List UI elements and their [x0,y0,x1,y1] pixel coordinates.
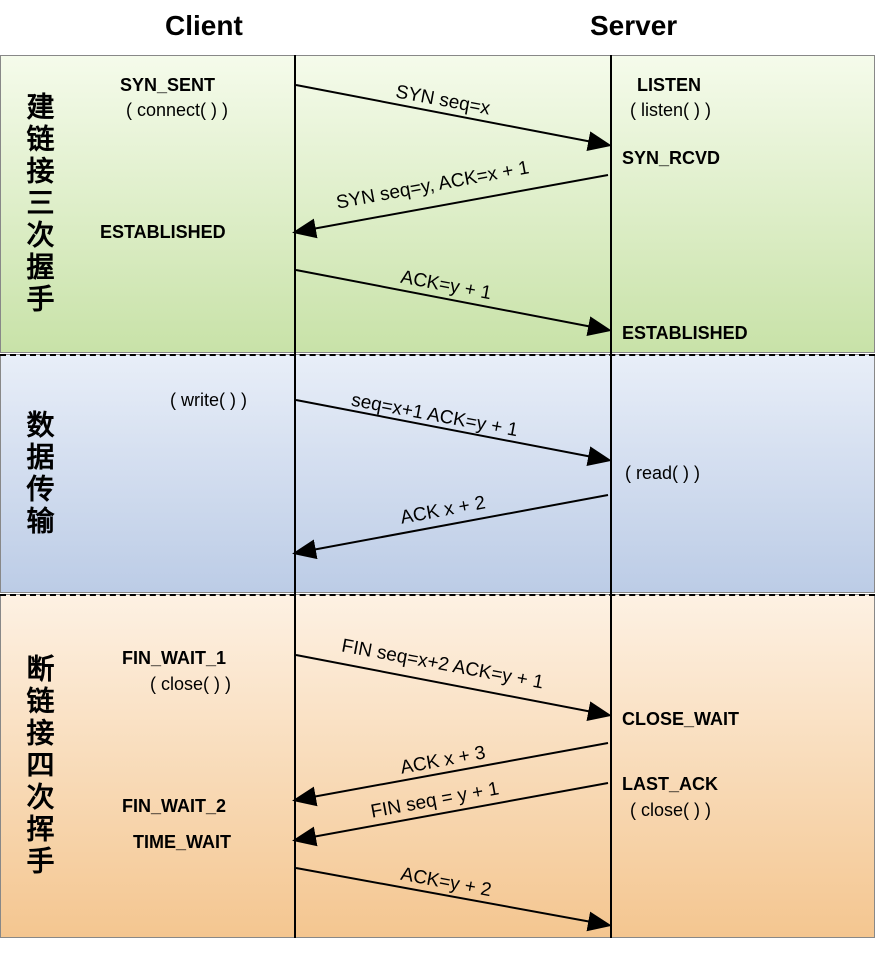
state-syn-sent: SYN_SENT [120,75,215,96]
section-handshake-label: 建链接三次握手 [19,92,59,316]
state-server-established: ESTABLISHED [622,323,748,344]
section-transfer-label: 数据传输 [19,410,59,538]
state-close-wait: CLOSE_WAIT [622,709,739,730]
divider-1 [0,354,875,356]
state-write-fn: ( write( ) ) [170,390,247,411]
state-last-ack: LAST_ACK [622,774,718,795]
state-time-wait: TIME_WAIT [133,832,231,853]
state-server-close-fn: ( close( ) ) [630,800,711,821]
state-fin-wait-2: FIN_WAIT_2 [122,796,226,817]
client-lifeline [294,55,296,938]
watermark-text: 电子发烧友 www.elecfans.com [689,947,865,966]
state-client-close-fn: ( close( ) ) [150,674,231,695]
state-read-fn: ( read( ) ) [625,463,700,484]
state-listen-fn: ( listen( ) ) [630,100,711,121]
watermark-icon [659,944,683,968]
state-connect-fn: ( connect( ) ) [126,100,228,121]
divider-2 [0,594,875,596]
server-lifeline [610,55,612,938]
server-header: Server [590,10,677,42]
state-listen: LISTEN [637,75,701,96]
section-close-label: 断链接四次挥手 [19,654,59,878]
section-transfer: 数据传输 [0,354,875,593]
client-header: Client [165,10,243,42]
watermark: 电子发烧友 www.elecfans.com [659,944,865,968]
state-fin-wait-1: FIN_WAIT_1 [122,648,226,669]
state-client-established: ESTABLISHED [100,222,226,243]
state-syn-rcvd: SYN_RCVD [622,148,720,169]
